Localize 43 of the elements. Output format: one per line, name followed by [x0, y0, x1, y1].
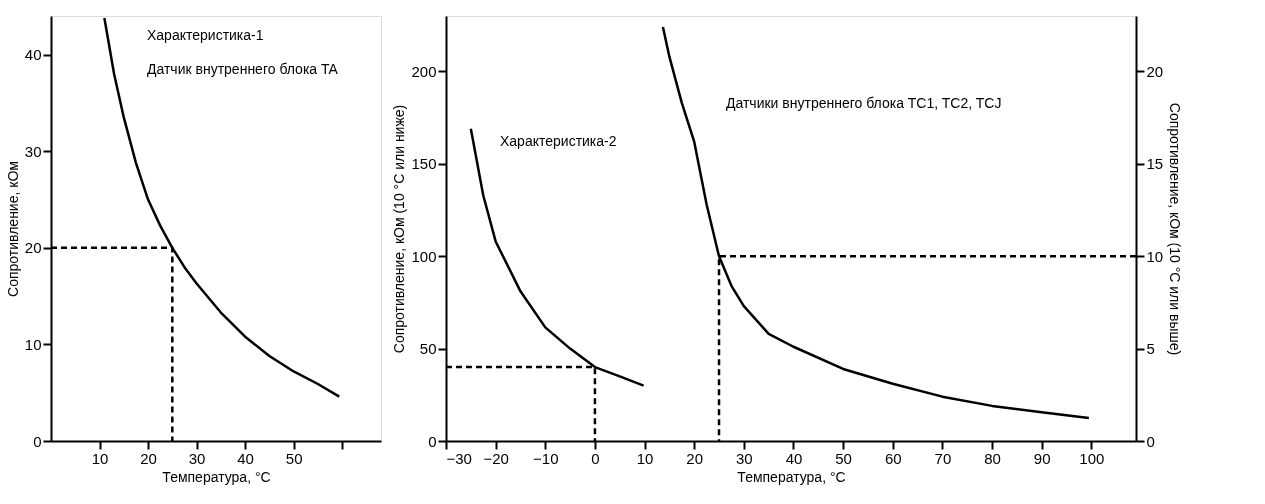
x-tick-label: 30 [188, 449, 206, 467]
x-tick-label: 80 [984, 449, 1001, 467]
x-tick-label: 90 [1033, 449, 1051, 467]
annotation: Характеристика-1 [147, 26, 264, 43]
x-tick-label: 60 [884, 449, 902, 467]
x-tick-label: 10 [636, 449, 654, 467]
y2-axis-title: Сопротивление, кОм (10 °C или выше) [1167, 102, 1184, 356]
x-tick-label: 40 [237, 449, 254, 467]
y-tick-label: 150 [411, 155, 437, 173]
x-tick-label: −20 [483, 449, 509, 467]
x-tick-label: 0 [591, 449, 600, 467]
x-tick-label: 20 [686, 449, 704, 467]
y2-tick-label: 20 [1146, 62, 1164, 80]
x-tick-label: 30 [736, 449, 753, 467]
x-tick-label: 20 [140, 449, 157, 467]
y-tick-label: 50 [419, 340, 437, 358]
x-tick-label: −10 [533, 449, 559, 467]
y2-tick-label: 15 [1146, 155, 1164, 173]
annotation: Датчик внутреннего блока TA [147, 60, 339, 77]
y-axis-title: Сопротивление, кОм [4, 161, 21, 297]
x-tick-label: 100 [1079, 449, 1105, 467]
y-tick-label: 40 [24, 46, 42, 64]
annotation: Датчики внутреннего блока TC1, TC2, TCJ [726, 94, 1002, 111]
x-tick-label: 40 [785, 449, 803, 467]
x-tick-label: 50 [835, 449, 852, 467]
y2-tick-label: 5 [1146, 340, 1155, 358]
x-tick-label: 10 [91, 449, 109, 467]
y-tick-label: 20 [24, 239, 42, 257]
y-tick-label: 30 [24, 142, 42, 160]
x-tick-label: 70 [934, 449, 952, 467]
annotation: Характеристика-2 [500, 133, 617, 149]
y-tick-label: 0 [428, 432, 437, 450]
y-tick-label: 10 [24, 335, 42, 353]
y2-tick-label: 10 [1146, 247, 1164, 265]
y-tick-label: 0 [33, 432, 42, 450]
x-axis-title: Температура, °C [737, 468, 846, 485]
y-tick-label: 200 [411, 62, 437, 80]
y2-tick-label: 0 [1146, 432, 1155, 450]
y-tick-label: 100 [411, 247, 437, 265]
x-axis-title: Температура, °C [162, 468, 271, 485]
y-axis-title: Сопротивление, кОм (10 °C или ниже) [391, 104, 408, 354]
x-tick-label: −30 [446, 449, 472, 467]
x-tick-label: 50 [285, 449, 303, 467]
